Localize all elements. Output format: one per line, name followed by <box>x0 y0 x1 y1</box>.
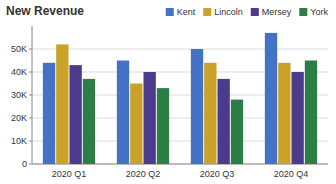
bar <box>204 63 216 164</box>
y-tick-label: 40K <box>11 67 27 77</box>
y-tick-label: 0 <box>22 159 27 169</box>
bar <box>83 79 95 164</box>
x-tick-label: 2020 Q4 <box>274 169 309 179</box>
legend-swatch <box>299 8 307 16</box>
legend-label: Mersey <box>262 7 292 17</box>
title: New Revenue <box>6 4 84 18</box>
y-tick-label: 10K <box>11 136 27 146</box>
page: {"chart_data": {"type": "bar", "title": … <box>0 0 336 184</box>
legend: Kent Lincoln Mersey York <box>166 7 329 17</box>
bar <box>144 72 156 164</box>
bar <box>231 100 243 164</box>
x-tick-label: 2020 Q2 <box>126 169 161 179</box>
x-tick-label: 2020 Q3 <box>200 169 235 179</box>
grid-line <box>32 49 328 50</box>
legend-swatch <box>251 8 259 16</box>
y-axis-line <box>32 26 33 164</box>
chart: 010K20K30K40K50K2020 Q12020 Q22020 Q3202… <box>0 0 336 184</box>
y-tick-label: 20K <box>11 113 27 123</box>
legend-label: York <box>310 7 328 17</box>
legend-swatch <box>203 8 211 16</box>
bar <box>117 61 129 165</box>
bar <box>218 79 230 164</box>
bar <box>56 44 68 164</box>
legend-swatch <box>166 8 174 16</box>
x-tick-label: 2020 Q1 <box>52 169 87 179</box>
y-tick-label: 30K <box>11 90 27 100</box>
bar <box>292 72 304 164</box>
bar <box>70 65 82 164</box>
bar <box>278 63 290 164</box>
legend-label: Kent <box>177 7 196 17</box>
bar <box>43 63 55 164</box>
x-axis: 2020 Q1 2020 Q2 2020 Q3 2020 Q4 <box>52 169 309 179</box>
bars <box>43 33 317 164</box>
bar <box>191 49 203 164</box>
legend-label: Lincoln <box>214 7 243 17</box>
bar <box>157 88 169 164</box>
bar <box>305 61 317 165</box>
y-axis: 0 10K 20K 30K 40K 50K <box>11 26 328 169</box>
bar <box>130 84 142 165</box>
bar <box>265 33 277 164</box>
y-tick-label: 50K <box>11 44 27 54</box>
